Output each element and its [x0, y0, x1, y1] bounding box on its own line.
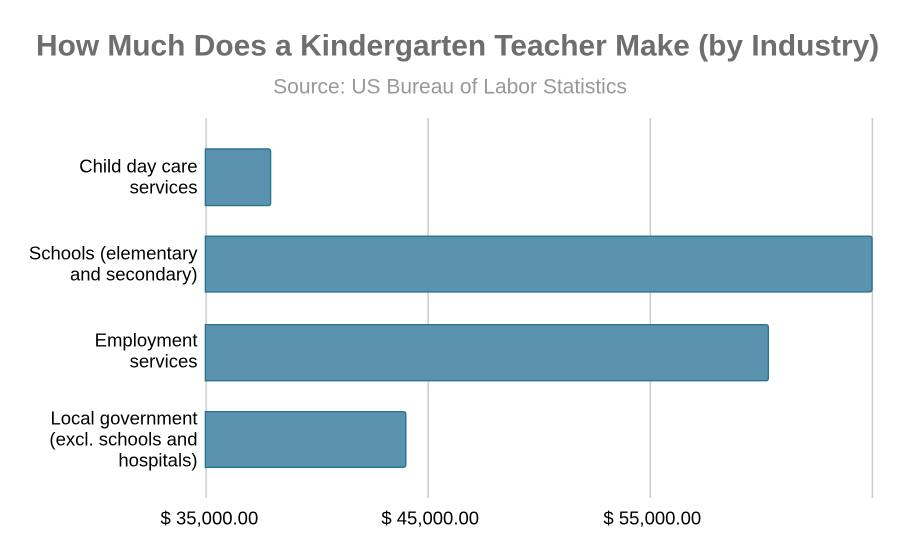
svg-text:and secondary): and secondary) [70, 264, 198, 285]
svg-text:Child day care: Child day care [79, 155, 197, 176]
svg-text:hospitals): hospitals) [118, 450, 197, 471]
svg-text:How Much Does a Kindergarten T: How Much Does a Kindergarten Teacher Mak… [36, 30, 879, 63]
svg-text:(excl. schools and: (excl. schools and [49, 429, 197, 450]
svg-text:Schools (elementary: Schools (elementary [29, 243, 198, 264]
svg-text:Source: US Bureau of Labor Sta: Source: US Bureau of Labor Statistics [273, 76, 627, 99]
svg-text:$ 55,000.00: $ 55,000.00 [603, 508, 701, 529]
svg-text:Local government: Local government [50, 408, 197, 429]
svg-text:Employment: Employment [95, 330, 198, 351]
svg-text:$ 35,000.00: $ 35,000.00 [161, 508, 259, 529]
svg-text:$ 45,000.00: $ 45,000.00 [381, 508, 479, 529]
svg-text:services: services [130, 176, 198, 197]
svg-text:services: services [130, 351, 198, 372]
